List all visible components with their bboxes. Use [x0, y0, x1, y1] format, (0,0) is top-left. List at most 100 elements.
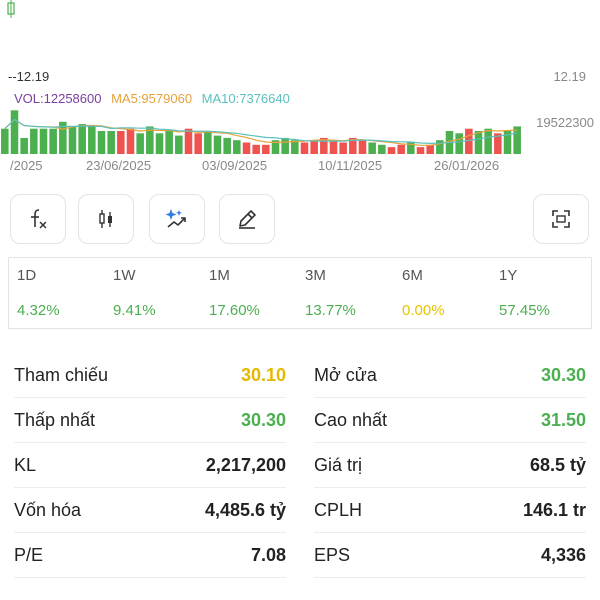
volume-bar: [397, 144, 405, 154]
volume-bar: [117, 131, 125, 154]
stat-row-open: Mở cửa 30.30: [314, 353, 586, 397]
volume-bar: [10, 110, 19, 154]
chart-date-0: /2025: [10, 158, 43, 173]
volume-bar: [107, 131, 115, 154]
volume-bar: [262, 144, 270, 154]
stat-value: 146.1 tr: [522, 500, 586, 520]
period-label: 1M: [209, 267, 230, 284]
period-value: 9.41%: [113, 302, 156, 319]
period-value: 13.77%: [305, 302, 356, 319]
chart-date-4: 26/01/2026: [434, 158, 500, 173]
stat-row-volume: KL 2,217,200: [14, 443, 286, 487]
period-label: 1W: [113, 267, 136, 284]
volume-bar: [513, 126, 521, 154]
vol-indicator: VOL:12258600: [14, 91, 102, 106]
stat-label: Tham chiếu: [14, 365, 109, 385]
pencil-draw-icon: [239, 210, 256, 229]
volume-bar: [175, 135, 183, 154]
stat-value: 7.08: [250, 545, 286, 565]
period-value: 0.00%: [402, 302, 445, 319]
divider: [14, 397, 286, 398]
chart-price-right: 12.19: [553, 69, 586, 84]
stat-value: 68.5 tỷ: [529, 455, 586, 475]
period-value: 17.60%: [209, 302, 260, 319]
volume-chart[interactable]: [0, 108, 522, 154]
ma10-indicator: MA10:7376640: [201, 91, 290, 106]
divider: [14, 577, 286, 578]
volume-bar: [329, 140, 338, 154]
volume-bar: [503, 131, 512, 154]
stat-label: CPLH: [314, 500, 363, 520]
stat-label: Giá trị: [314, 455, 363, 475]
volume-bar: [484, 128, 492, 154]
stat-label: P/E: [14, 545, 44, 565]
volume-bar: [300, 142, 309, 154]
volume-bar: [358, 140, 367, 154]
volume-indicators: VOL:12258600 MA5:9579060 MA10:7376640: [14, 91, 296, 106]
volume-bar: [88, 126, 96, 154]
period-label: 6M: [402, 267, 423, 284]
candlestick-button[interactable]: [78, 194, 134, 244]
stat-row-pe: P/E 7.08: [14, 533, 286, 577]
volume-bar: [155, 133, 164, 154]
volume-bar: [291, 140, 299, 154]
volume-bar: [281, 137, 289, 154]
volume-bar: [59, 121, 67, 154]
stat-value: 2,217,200: [205, 455, 286, 475]
stat-value: 4,485.6 tỷ: [204, 500, 286, 520]
volume-bar: [1, 128, 9, 154]
stat-row-high: Cao nhất 31.50: [314, 398, 586, 442]
period-label: 3M: [305, 267, 326, 284]
stats-right-column: Mở cửa 30.30 Cao nhất 31.50 Giá trị 68.5…: [314, 353, 586, 578]
period-returns: 1D 4.32% 1W 9.41% 1M 17.60% 3M 13.77% 6M…: [8, 257, 592, 329]
divider: [314, 487, 586, 488]
volume-bar: [474, 131, 483, 154]
volume-bar: [378, 144, 386, 154]
stat-row-shares-outstanding: CPLH 146.1 tr: [314, 488, 586, 532]
period-value: 57.45%: [499, 302, 550, 319]
stat-row-value: Giá trị 68.5 tỷ: [314, 443, 586, 487]
chart-date-1: 23/06/2025: [86, 158, 152, 173]
chart-date-2: 03/09/2025: [202, 158, 268, 173]
divider: [314, 442, 586, 443]
volume-bar: [320, 137, 328, 154]
stats-left-column: Tham chiếu 30.10 Thấp nhất 30.30 KL 2,21…: [14, 353, 286, 578]
divider: [14, 487, 286, 488]
volume-bar: [233, 140, 241, 154]
volume-bar: [426, 144, 434, 154]
volume-bar: [387, 147, 396, 154]
volume-bar: [465, 128, 473, 154]
volume-bar: [339, 142, 347, 154]
stat-row-market-cap: Vốn hóa 4,485.6 tỷ: [14, 488, 286, 532]
volume-bar: [49, 128, 57, 154]
ma5-line: [4, 118, 518, 146]
volume-bar: [494, 133, 502, 154]
volume-bar: [39, 128, 48, 154]
screenshot-button[interactable]: [533, 194, 589, 244]
chart-price-left: --12.19: [8, 69, 50, 84]
volume-bar: [136, 133, 144, 154]
volume-bar: [213, 135, 222, 154]
chart-date-3: 10/11/2025: [318, 158, 383, 173]
stat-row-low: Thấp nhất 30.30: [14, 398, 286, 442]
stat-value: 31.50: [540, 410, 586, 430]
divider: [314, 397, 586, 398]
draw-button[interactable]: [219, 194, 275, 244]
fx-indicator-icon: [31, 209, 47, 229]
stat-value: 30.30: [540, 365, 586, 385]
divider: [14, 442, 286, 443]
divider: [314, 532, 586, 533]
ai-sparkle-icon: [165, 209, 186, 228]
stat-label: Thấp nhất: [14, 410, 96, 430]
candle-indicator-icon: [7, 0, 15, 18]
period-label: 1D: [17, 267, 37, 284]
candlestick-icon: [99, 210, 112, 228]
stat-label: KL: [14, 455, 37, 475]
volume-bar: [78, 124, 86, 154]
stat-value: 30.10: [240, 365, 286, 385]
stat-row-eps: EPS 4,336: [314, 533, 586, 577]
volume-bar: [194, 133, 202, 154]
ai-analysis-button[interactable]: [149, 194, 205, 244]
volume-bar: [20, 137, 28, 154]
fx-indicator-button[interactable]: [10, 194, 66, 244]
